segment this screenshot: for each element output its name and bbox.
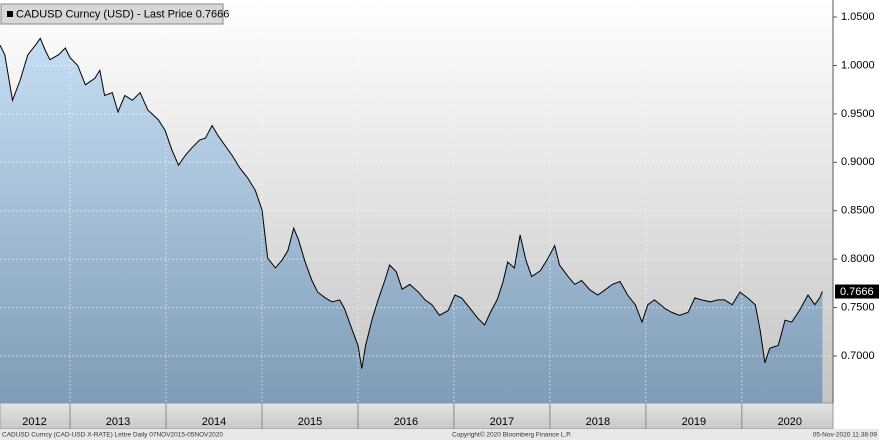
x-tick-label: 2018 xyxy=(586,416,610,428)
y-tick-label: 1.0000 xyxy=(841,59,875,71)
last-price-tag xyxy=(835,284,879,299)
x-tick-label: 2013 xyxy=(106,416,130,428)
copyright: Copyright© 2020 Bloomberg Finance L.P. xyxy=(452,431,572,439)
price-line xyxy=(0,37,823,369)
x-tick-label: 2017 xyxy=(490,416,514,428)
area xyxy=(0,38,823,404)
y-tick-label: 0.8500 xyxy=(841,205,875,217)
timestamp: 05-Nov-2020 11:38:09 xyxy=(813,432,878,439)
x-tick-label: 2012 xyxy=(22,416,46,428)
x-tick-label: 2016 xyxy=(394,416,418,428)
footnote: CADUSD Curncy (CAD-USD X-RATE) Lettre Da… xyxy=(2,432,223,439)
x-tick-label: 2014 xyxy=(202,416,226,428)
x-tick-label: 2019 xyxy=(682,416,706,428)
x-tick-label: 2015 xyxy=(298,416,322,428)
y-tick-label: 0.8000 xyxy=(841,253,875,265)
y-tick-label: 0.9000 xyxy=(841,156,875,168)
last-price-label: 0.7666 xyxy=(840,286,874,298)
legend-swatch xyxy=(7,11,13,17)
x-tick-label: 2020 xyxy=(778,416,802,428)
footer-band xyxy=(0,429,879,440)
y-tick-label: 0.7000 xyxy=(841,350,875,362)
chart-title: CADUSD Curncy (USD) - Last Price 0.7666 xyxy=(16,8,229,20)
title-box xyxy=(0,3,224,25)
x-axis-band xyxy=(0,402,834,430)
y-tick-label: 0.9500 xyxy=(841,108,875,120)
y-tick-label: 0.7500 xyxy=(841,302,875,314)
layer: 2012 2013 2014 2015 2016 2017 2018 2019 2020 0.70… xyxy=(0,0,879,429)
y-tick-label: 1.0500 xyxy=(841,11,875,23)
